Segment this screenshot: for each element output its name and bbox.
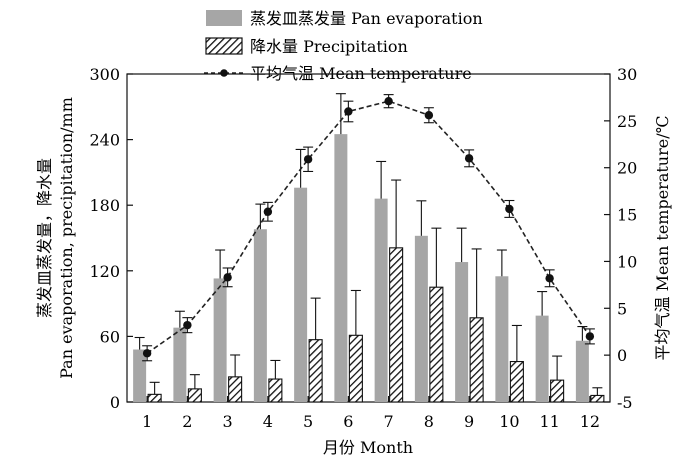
x-tick-label: 1: [142, 412, 152, 431]
evaporation-bar: [495, 276, 509, 402]
precipitation-bar: [228, 376, 243, 403]
temperature-point: [223, 273, 232, 282]
temperature-point: [545, 274, 554, 283]
y-left-tick-label: 300: [89, 65, 120, 84]
precipitation-bar: [509, 360, 524, 403]
temperature-point: [384, 96, 393, 106]
plot-frame: [126, 73, 611, 403]
precipitation-bar: [268, 378, 283, 403]
x-axis-title: 月份 Month: [323, 438, 413, 457]
y-axis-left-title-line1: 蒸发皿蒸发量，降水量: [35, 158, 54, 318]
legend-swatch-precip: [205, 37, 243, 55]
temperature-point: [464, 154, 474, 163]
y-right-tick-label: 5: [617, 299, 627, 318]
x-tick-label: 7: [384, 412, 394, 431]
legend-marker-temp: [220, 69, 228, 77]
evaporation-bar: [535, 315, 549, 402]
x-tick-label: 12: [580, 412, 600, 431]
y-left-tick-label: 240: [89, 131, 120, 150]
x-tick-label: 4: [263, 412, 273, 431]
x-tick-label: 6: [343, 412, 353, 431]
y-right-tick-label: -5: [617, 393, 633, 412]
x-tick-label: 8: [424, 412, 434, 431]
temperature-point: [183, 320, 192, 330]
y-right-tick-label: 0: [617, 346, 627, 365]
evaporation-bar: [414, 235, 428, 402]
evaporation-bar: [173, 327, 187, 402]
evaporation-bar: [575, 340, 589, 402]
legend-swatch-evap: [206, 10, 242, 26]
bars-layer: [133, 93, 605, 403]
legend-label-evap: 蒸发皿蒸发量 Pan evaporation: [250, 9, 483, 28]
temperature-line-layer: [142, 94, 595, 362]
x-tick-label: 2: [182, 412, 192, 431]
y-left-tick-label: 60: [100, 327, 120, 346]
evaporation-bar: [213, 278, 227, 402]
y-right-tick-label: 20: [617, 159, 637, 178]
evaporation-bar: [334, 134, 348, 402]
evaporation-bar: [374, 198, 388, 402]
precipitation-bar: [429, 286, 444, 403]
temperature-line: [146, 100, 591, 354]
x-tick-label: 9: [464, 412, 474, 431]
y-left-tick-label: 120: [89, 262, 120, 281]
y-axis-left-title-line2: Pan evaporation, precipitation/mm: [57, 97, 76, 379]
precipitation-bar: [348, 334, 363, 403]
evaporation-bar: [133, 349, 147, 402]
temperature-point: [344, 107, 353, 116]
evaporation-bar: [455, 262, 469, 402]
evaporation-bar: [253, 229, 267, 402]
precipitation-bar: [147, 393, 162, 403]
precipitation-bar: [550, 379, 565, 403]
temperature-point: [263, 207, 273, 216]
y-right-tick-label: 15: [617, 206, 637, 225]
legend-label-precip: 降水量 Precipitation: [250, 37, 408, 56]
legend: 蒸发皿蒸发量 Pan evaporation 降水量 Precipitation…: [204, 9, 483, 83]
temperature-point: [585, 332, 595, 341]
temperature-point: [303, 155, 313, 164]
temperature-point: [424, 111, 434, 120]
x-tick-label: 5: [303, 412, 313, 431]
temperature-point: [142, 349, 152, 358]
y-axis-right-title: 平均气温 Mean temperature/℃: [653, 116, 672, 361]
precipitation-bar: [469, 317, 484, 403]
precipitation-bar: [590, 394, 605, 403]
precipitation-bar: [389, 247, 404, 403]
precipitation-bar: [187, 388, 202, 403]
x-tick-label: 3: [223, 412, 233, 431]
y-right-tick-label: 25: [617, 112, 637, 131]
y-right-tick-label: 10: [617, 252, 637, 271]
precipitation-bar: [308, 339, 323, 403]
y-right-tick-label: 30: [617, 65, 637, 84]
x-tick-label: 11: [539, 412, 559, 431]
x-tick-label: 10: [499, 412, 519, 431]
temperature-point: [505, 204, 514, 214]
y-left-tick-label: 0: [110, 393, 120, 412]
evaporation-bar: [294, 187, 308, 402]
y-left-tick-label: 180: [89, 196, 120, 215]
